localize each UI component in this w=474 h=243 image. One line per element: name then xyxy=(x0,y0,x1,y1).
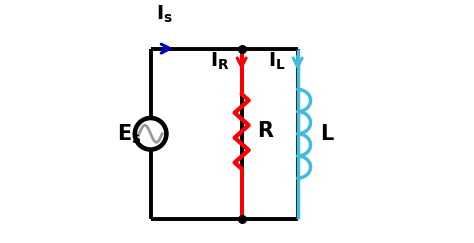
Text: $\mathbf{I_s}$: $\mathbf{I_s}$ xyxy=(156,4,173,25)
Text: $\mathbf{I_R}$: $\mathbf{I_R}$ xyxy=(210,51,230,72)
Text: $\mathbf{I_L}$: $\mathbf{I_L}$ xyxy=(268,51,286,72)
Text: $\mathbf{L}$: $\mathbf{L}$ xyxy=(320,124,335,144)
Text: $\mathbf{E_s}$: $\mathbf{E_s}$ xyxy=(118,122,142,146)
Text: $\mathbf{R}$: $\mathbf{R}$ xyxy=(257,122,274,141)
